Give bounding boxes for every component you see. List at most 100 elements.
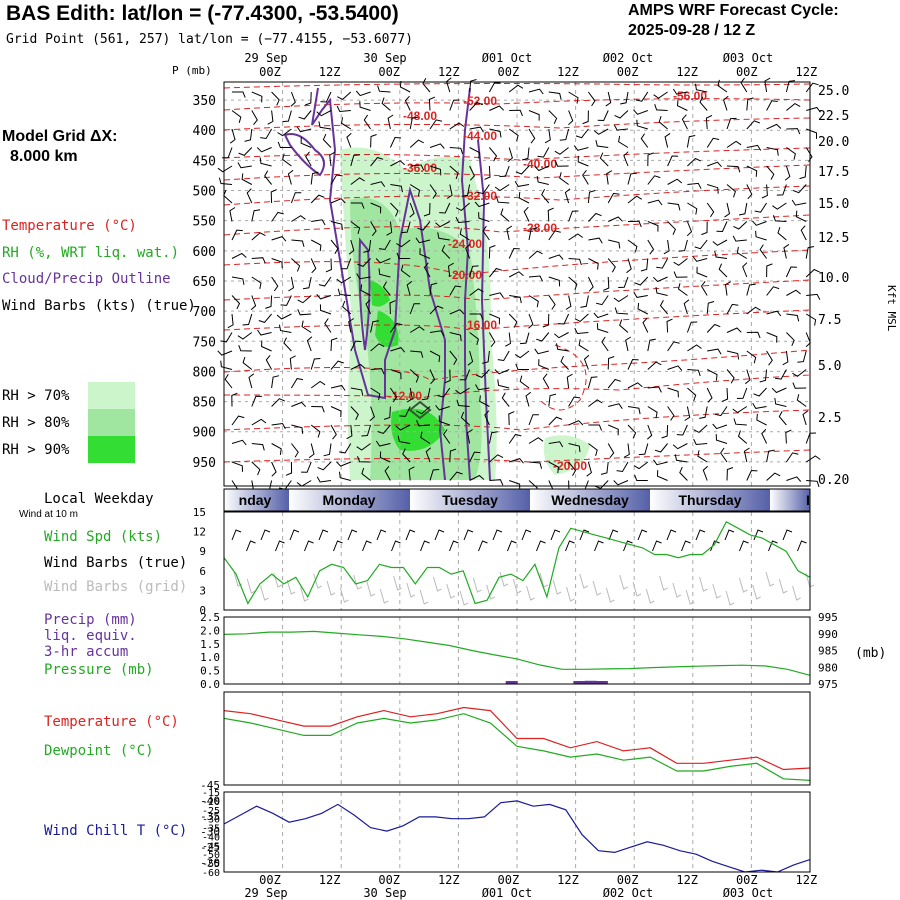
wind-barb bbox=[701, 221, 708, 236]
legend-precip-accum: 3-hr accum bbox=[44, 644, 129, 660]
wind-barb bbox=[620, 91, 629, 105]
wind-barb bbox=[285, 461, 293, 476]
wind-barb bbox=[687, 369, 701, 377]
wind-barb bbox=[508, 313, 518, 328]
wind-barb-grid bbox=[632, 581, 642, 597]
wind-barb bbox=[229, 128, 236, 144]
wind-barb bbox=[664, 132, 671, 148]
top-date-label: Ø02 Oct bbox=[603, 51, 654, 65]
pressure-panel-frame bbox=[223, 616, 811, 685]
wind-barb bbox=[683, 299, 690, 315]
wind-barb bbox=[774, 398, 787, 407]
wind-barb bbox=[646, 424, 653, 440]
wind-tick-label: 9 bbox=[199, 545, 206, 558]
wind-barb bbox=[587, 91, 596, 107]
temperature-tick-label: -25 bbox=[200, 841, 220, 854]
wind-barb-grid bbox=[472, 577, 482, 593]
wind-barb bbox=[637, 302, 649, 315]
wind-barb bbox=[548, 230, 561, 241]
wind-barb bbox=[534, 165, 550, 172]
wind-barb bbox=[469, 474, 485, 481]
wind-barb-true bbox=[681, 540, 691, 552]
wind-barb bbox=[455, 387, 470, 395]
wind-barb-true bbox=[347, 529, 358, 541]
wind-barb bbox=[666, 318, 673, 333]
wind-barb bbox=[597, 110, 609, 122]
wind-barb bbox=[409, 184, 421, 197]
weekday-label: Monday bbox=[323, 492, 376, 508]
wind-barb bbox=[217, 165, 233, 173]
wind-barb bbox=[716, 221, 728, 233]
pressure-tick-label: 975 bbox=[818, 678, 838, 691]
wind-barb bbox=[746, 469, 758, 481]
wind-barb bbox=[509, 480, 521, 491]
wind-barb bbox=[746, 97, 754, 111]
wind-barb-grid bbox=[672, 582, 682, 598]
wind-barb bbox=[423, 202, 431, 217]
wind-barb bbox=[712, 423, 728, 430]
wind-barb bbox=[667, 387, 679, 398]
wind-barb bbox=[231, 229, 243, 241]
wind-barb bbox=[706, 323, 721, 333]
wind-barb bbox=[389, 300, 396, 315]
wind-barb bbox=[655, 287, 668, 296]
temperature-contour bbox=[223, 309, 811, 331]
wind-barb bbox=[559, 128, 570, 141]
weekday-label: Thursday bbox=[678, 492, 741, 508]
wind-barb bbox=[508, 271, 524, 278]
wind-barb bbox=[291, 215, 306, 222]
wind-barb bbox=[232, 91, 246, 98]
wind-barb bbox=[586, 461, 592, 477]
wind-barb bbox=[306, 336, 313, 352]
wind-barb-true bbox=[260, 529, 271, 541]
wind-barb bbox=[761, 184, 768, 199]
wind-barb bbox=[724, 281, 731, 296]
wind-barb bbox=[619, 319, 629, 333]
wind-barb-grid bbox=[619, 574, 628, 590]
wind-barb bbox=[346, 132, 352, 148]
wind-barb bbox=[449, 165, 459, 180]
wind-barb bbox=[697, 450, 708, 463]
wind-barb bbox=[369, 406, 375, 422]
weekday-segment bbox=[530, 489, 650, 511]
top-hour-label: 12Z bbox=[557, 65, 579, 79]
wind-barb bbox=[469, 79, 477, 93]
wind-barb bbox=[607, 378, 621, 389]
pressure-axis-title: P (mb) bbox=[172, 64, 212, 77]
wind-barb bbox=[536, 176, 549, 185]
wind-barb bbox=[616, 461, 629, 473]
model-grid-value: 8.000 km bbox=[10, 148, 78, 165]
wind-barb bbox=[706, 369, 718, 381]
wind-barb bbox=[613, 124, 629, 131]
wind-barb bbox=[466, 429, 473, 444]
wind-barb bbox=[568, 396, 581, 407]
pressure-tick-label: 650 bbox=[193, 275, 216, 290]
wind-barb bbox=[775, 369, 787, 380]
wind-barb bbox=[693, 424, 708, 434]
pressure-tick-label: 850 bbox=[193, 396, 216, 411]
wind-barb-true bbox=[304, 540, 314, 552]
legend-temperature: Temperature (°C) bbox=[2, 218, 137, 234]
wind-barb bbox=[766, 332, 778, 343]
wind-barb bbox=[754, 202, 768, 213]
windchill-tick-label: -50 bbox=[202, 850, 220, 861]
wind-barb bbox=[271, 236, 287, 242]
wind-barb bbox=[667, 365, 683, 371]
wind-barb bbox=[310, 424, 321, 438]
wind-barb bbox=[231, 295, 241, 310]
legend-wind-barbs-grid: Wind Barbs (grid) bbox=[44, 579, 188, 595]
height-tick-label: 22.5 bbox=[818, 109, 849, 124]
wind-barb bbox=[786, 289, 801, 296]
wind-barb bbox=[640, 133, 649, 148]
precip-bar bbox=[584, 680, 597, 684]
wind-barb bbox=[652, 276, 668, 283]
wind-barb-grid bbox=[778, 578, 788, 594]
wind-barb bbox=[390, 160, 406, 167]
wind-barb bbox=[469, 101, 483, 111]
wind-barb bbox=[575, 128, 589, 139]
bottom-date-label: Ø02 Oct bbox=[603, 886, 654, 900]
wind-barb bbox=[743, 447, 750, 463]
wind-barb bbox=[618, 276, 629, 288]
wind-barb-true bbox=[797, 540, 807, 552]
wind-barb bbox=[449, 471, 463, 481]
